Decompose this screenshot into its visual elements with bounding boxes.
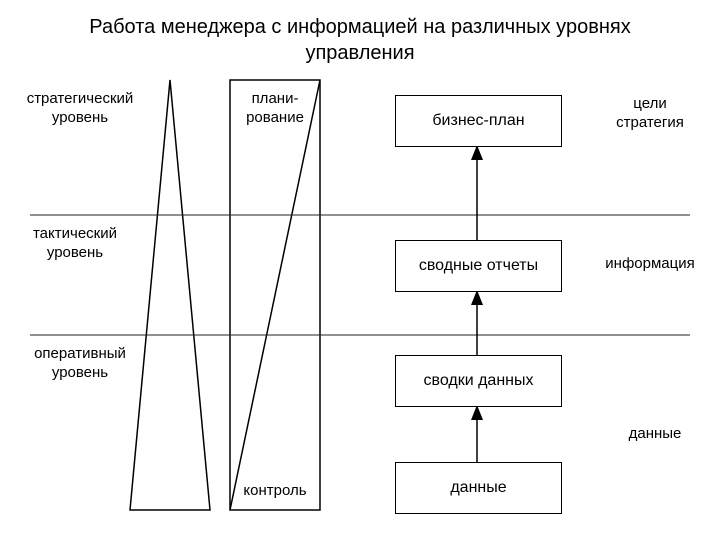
operational-level-label: оперативный уровень <box>20 345 140 383</box>
management-triangle <box>130 80 210 510</box>
control-label: контроль <box>238 482 312 501</box>
goals-strategy-label: цели стратегия <box>600 95 700 133</box>
strategic-level-label: стратегический уровень <box>20 90 140 128</box>
business-plan-box: бизнес-план <box>395 95 562 147</box>
planning-label: плани- рование <box>238 90 312 128</box>
summary-reports-box: сводные отчеты <box>395 240 562 292</box>
planning-control-diagonal <box>230 80 320 510</box>
data-box: данные <box>395 462 562 514</box>
information-label: информация <box>595 255 705 274</box>
data-label: данные <box>610 425 700 444</box>
data-summaries-box: сводки данных <box>395 355 562 407</box>
tactical-level-label: тактический уровень <box>20 225 130 263</box>
